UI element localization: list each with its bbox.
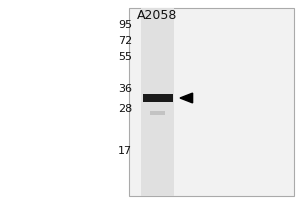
Text: 72: 72 [118, 36, 132, 46]
Bar [129, 8, 294, 196]
Bar [150, 111, 165, 115]
Text: 95: 95 [118, 20, 132, 30]
Polygon shape [180, 93, 193, 103]
Text: 55: 55 [118, 52, 132, 62]
Text: 36: 36 [118, 84, 132, 94]
Bar [141, 8, 174, 196]
Text: 17: 17 [118, 146, 132, 156]
Text: A2058: A2058 [137, 9, 178, 22]
Bar [142, 94, 172, 102]
Text: 28: 28 [118, 104, 132, 114]
